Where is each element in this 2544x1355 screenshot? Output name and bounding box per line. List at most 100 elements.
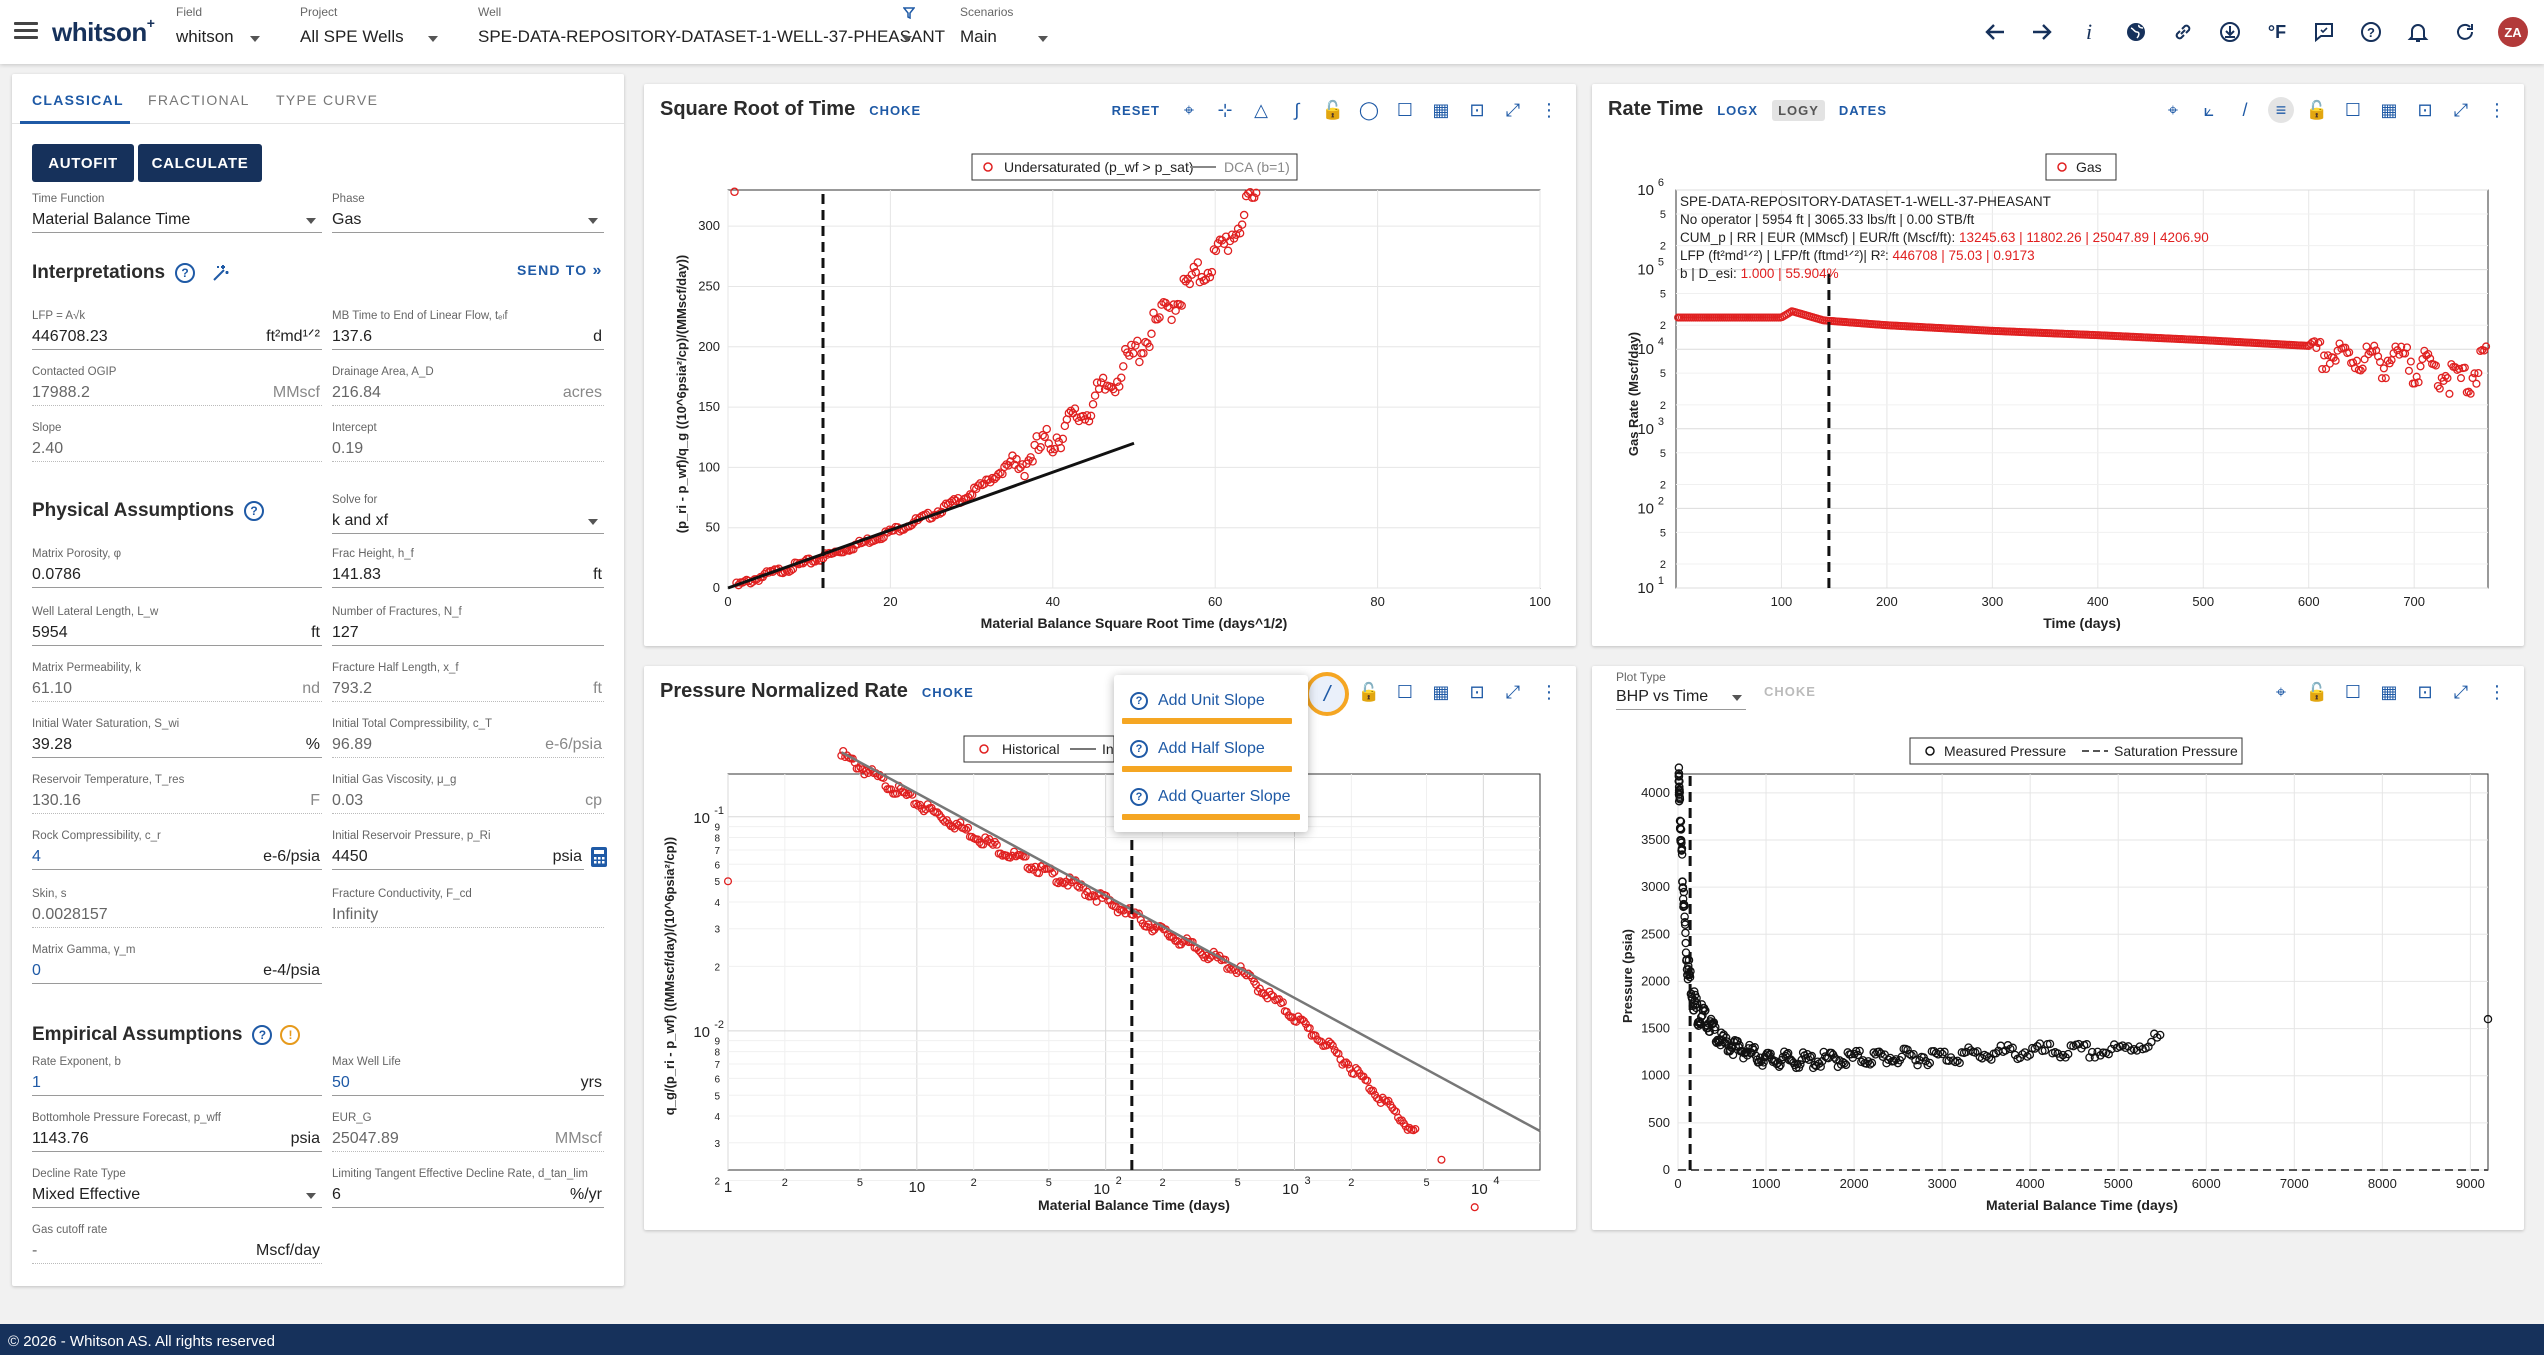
more-vert-icon[interactable]: ⋮	[2488, 99, 2506, 120]
bell-icon[interactable]	[2404, 18, 2432, 46]
rock-compressibility-field[interactable]: Rock Compressibility, c_r 4 e-6/psia	[32, 828, 322, 870]
time-function-select[interactable]: Time Function Material Balance Time	[32, 191, 322, 233]
reservoir-pressure-field[interactable]: Initial Reservoir Pressure, p_Ri 4450 psi…	[332, 828, 584, 870]
comment-icon[interactable]: ☐	[2344, 681, 2362, 702]
pnr-chart[interactable]: Historical In 1 2 5 10 2 5 10 2 2 5 10 3 2 5 10 410 -123…	[644, 726, 1576, 1228]
add-unit-slope-item[interactable]: ? Add Unit Slope	[1130, 692, 1265, 710]
avatar[interactable]: ZA	[2498, 17, 2528, 47]
add-half-slope-item[interactable]: ? Add Half Slope	[1130, 740, 1265, 758]
line-tool-icon[interactable]: /	[2242, 99, 2248, 120]
frac-height-field[interactable]: Frac Height, h_f 141.83 ft	[332, 546, 604, 588]
matrix-porosity-field[interactable]: Matrix Porosity, φ 0.0786	[32, 546, 322, 588]
fahrenheit-icon[interactable]: °F	[2267, 22, 2287, 42]
comment-icon[interactable]: ☐	[1396, 681, 1414, 702]
table-icon[interactable]: ▦	[2380, 99, 2398, 120]
download-icon[interactable]	[2216, 18, 2244, 46]
matrix-gamma-field[interactable]: Matrix Gamma, γ_m 0 e-4/psia	[32, 942, 322, 984]
forward-arrow-icon[interactable]	[2028, 18, 2056, 46]
lateral-length-field[interactable]: Well Lateral Length, L_w 5954 ft	[32, 604, 322, 646]
rate-time-chart[interactable]: Gas 100 200 300 400 500 600 700 10 1 2 5 10 2 2 5 10 3 2 5…	[1592, 144, 2524, 644]
num-fractures-field[interactable]: Number of Fractures, N_f 127	[332, 604, 604, 646]
axes-icon[interactable]: ⟀	[2203, 99, 2215, 120]
comment-icon[interactable]: ☐	[2344, 99, 2362, 120]
solve-for-select[interactable]: Solve for k and xf	[332, 492, 604, 534]
marker-icon[interactable]: ⌖	[2275, 681, 2287, 702]
fullscreen-icon[interactable]: ⤢	[2453, 681, 2469, 702]
fullscreen-icon[interactable]: ⤢	[1505, 681, 1521, 702]
point-select-icon[interactable]: ⊹	[1217, 99, 1233, 120]
autofit-button[interactable]: AUTOFIT	[32, 144, 134, 182]
more-vert-icon[interactable]: ⋮	[1540, 681, 1558, 702]
gas-cutoff-field[interactable]: Gas cutoff rate - Mscf/day	[32, 1222, 322, 1264]
more-vert-icon[interactable]: ⋮	[1540, 99, 1558, 120]
table-icon[interactable]: ▦	[1432, 99, 1450, 120]
lock-open-icon[interactable]: 🔓	[1357, 681, 1381, 702]
phase-select[interactable]: Phase Gas	[332, 191, 604, 233]
refresh-icon[interactable]	[2451, 18, 2479, 46]
field-select[interactable]: Field whitson	[176, 4, 266, 47]
lock-open-icon[interactable]: 🔓	[1321, 99, 1345, 120]
max-well-life-field[interactable]: Max Well Life 50 yrs	[332, 1054, 604, 1096]
sqrt-time-chart[interactable]: Undersaturated (p_wf > p_sat) DCA (b=1) …	[644, 144, 1576, 644]
globe-icon[interactable]	[2122, 18, 2150, 46]
project-select[interactable]: Project All SPE Wells	[300, 4, 445, 47]
mb-time-field[interactable]: MB Time to End of Linear Flow, tₑₗf 137.…	[332, 308, 604, 350]
bhp-chart[interactable]: Measured Pressure Saturation Pressure 0 1…	[1592, 726, 2524, 1228]
help-icon[interactable]: ?	[252, 1024, 273, 1045]
table-icon[interactable]: ▦	[2380, 681, 2398, 702]
choke-toggle[interactable]: CHOKE	[921, 685, 974, 700]
fit-screen-icon[interactable]: ⊡	[1469, 99, 1485, 120]
tab-type-curve[interactable]: TYPE CURVE	[276, 92, 379, 108]
marker-icon[interactable]: ⌖	[2167, 99, 2179, 120]
add-quarter-slope-item[interactable]: ? Add Quarter Slope	[1130, 788, 1291, 806]
more-vert-icon[interactable]: ⋮	[2488, 681, 2506, 702]
integral-icon[interactable]: ∫	[1294, 99, 1300, 120]
fit-screen-icon[interactable]: ⊡	[1469, 681, 1485, 702]
fit-screen-icon[interactable]: ⊡	[2417, 99, 2433, 120]
warning-icon[interactable]: !	[280, 1024, 301, 1045]
decline-rate-type-select[interactable]: Decline Rate Type Mixed Effective	[32, 1166, 322, 1208]
comment-icon[interactable]	[2310, 18, 2338, 46]
lines-icon[interactable]: ≡	[2268, 97, 2294, 123]
scenarios-select[interactable]: Scenarios Main	[960, 4, 1060, 47]
calculator-icon[interactable]	[590, 846, 608, 868]
triangle-icon[interactable]: △	[1254, 99, 1268, 120]
help-icon[interactable]: ?	[175, 263, 196, 283]
app-logo[interactable]: whitson+	[52, 15, 155, 47]
send-to-button[interactable]: SEND TO »	[517, 262, 603, 279]
calculate-button[interactable]: CALCULATE	[138, 144, 262, 182]
filter-icon[interactable]	[903, 7, 915, 19]
choke-toggle[interactable]: CHOKE	[869, 103, 922, 118]
table-icon[interactable]: ▦	[1432, 681, 1450, 702]
fullscreen-icon[interactable]: ⤢	[2453, 99, 2469, 120]
tab-fractional[interactable]: FRACTIONAL	[148, 92, 250, 108]
fit-screen-icon[interactable]: ⊡	[2417, 681, 2433, 702]
plot-type-select[interactable]: Plot Type BHP vs Time	[1616, 670, 1746, 710]
help-icon[interactable]: ?	[2357, 18, 2385, 46]
tab-classical[interactable]: CLASSICAL	[32, 92, 124, 108]
link-icon[interactable]	[2169, 18, 2197, 46]
choke-toggle[interactable]: CHOKE	[1764, 684, 1816, 699]
logy-toggle[interactable]: LOGY	[1772, 100, 1825, 121]
dates-toggle[interactable]: DATES	[1838, 103, 1888, 118]
menu-icon[interactable]	[14, 22, 38, 40]
lock-open-icon[interactable]: 🔓	[2305, 99, 2329, 120]
bhp-forecast-field[interactable]: Bottomhole Pressure Forecast, p_wff 1143…	[32, 1110, 322, 1152]
help-icon[interactable]: ?	[244, 500, 265, 521]
logx-toggle[interactable]: LOGX	[1717, 103, 1759, 118]
back-arrow-icon[interactable]	[1981, 18, 2009, 46]
well-select[interactable]: Well SPE-DATA-REPOSITORY-DATASET-1-WELL-…	[478, 5, 945, 46]
fullscreen-icon[interactable]: ⤢	[1505, 99, 1521, 120]
comment-icon[interactable]: ☐	[1396, 99, 1414, 120]
magic-wand-icon[interactable]	[210, 262, 232, 284]
info-icon[interactable]: i	[2085, 19, 2093, 44]
reset-button[interactable]: RESET	[1111, 102, 1160, 118]
lock-open-icon[interactable]: 🔓	[2305, 681, 2329, 702]
lasso-icon[interactable]: ◯	[1358, 99, 1380, 120]
marker-icon[interactable]: ⌖	[1183, 99, 1195, 120]
limiting-decline-field[interactable]: Limiting Tangent Effective Decline Rate,…	[332, 1166, 604, 1208]
water-saturation-field[interactable]: Initial Water Saturation, S_wi 39.28%	[32, 716, 322, 758]
slope-tool-button[interactable]: /	[1305, 672, 1349, 716]
x-tick-label: 100	[1771, 594, 1793, 609]
rate-exponent-field[interactable]: Rate Exponent, b 1	[32, 1054, 322, 1096]
